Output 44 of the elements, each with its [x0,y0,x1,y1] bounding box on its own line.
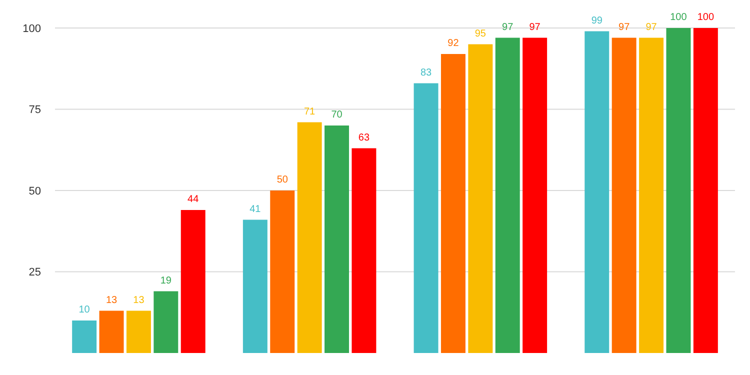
data-label: 83 [420,67,432,78]
data-label: 63 [358,132,370,144]
bar [180,210,206,353]
data-label: 97 [618,22,630,33]
data-label: 92 [448,38,460,49]
bar [612,38,636,353]
bar [584,31,610,353]
y-tick-label: 100 [22,22,41,35]
bar [72,320,97,353]
y-tick-label: 50 [28,185,41,198]
data-label: 71 [304,106,316,118]
data-label: 50 [276,174,288,186]
data-label: 97 [529,22,541,33]
bar [352,148,376,353]
data-label: 100 [697,12,714,23]
bar [468,44,493,353]
bar [99,310,124,353]
data-label: 44 [188,194,200,205]
data-label: 19 [160,275,172,286]
data-label: 10 [78,304,90,316]
bar [693,28,718,353]
bar [297,122,322,353]
y-tick-label: 25 [28,266,41,279]
data-label: 70 [331,110,343,120]
bar [154,291,178,353]
bar [666,28,691,353]
bar [522,38,548,353]
bar [440,54,466,353]
bar [414,83,438,353]
bar [242,220,268,353]
data-label: 99 [591,15,603,26]
data-label: 13 [106,294,118,306]
y-tick-label: 75 [28,104,41,116]
data-label: 97 [646,22,658,33]
data-label: 41 [250,204,262,215]
bar [324,126,350,353]
data-label: 13 [133,294,145,306]
data-label: 100 [670,12,688,23]
bar [495,38,520,353]
data-label: 97 [502,22,514,33]
bar [270,190,295,353]
bar [126,310,151,353]
bar [639,38,664,353]
data-label: 95 [474,28,486,40]
